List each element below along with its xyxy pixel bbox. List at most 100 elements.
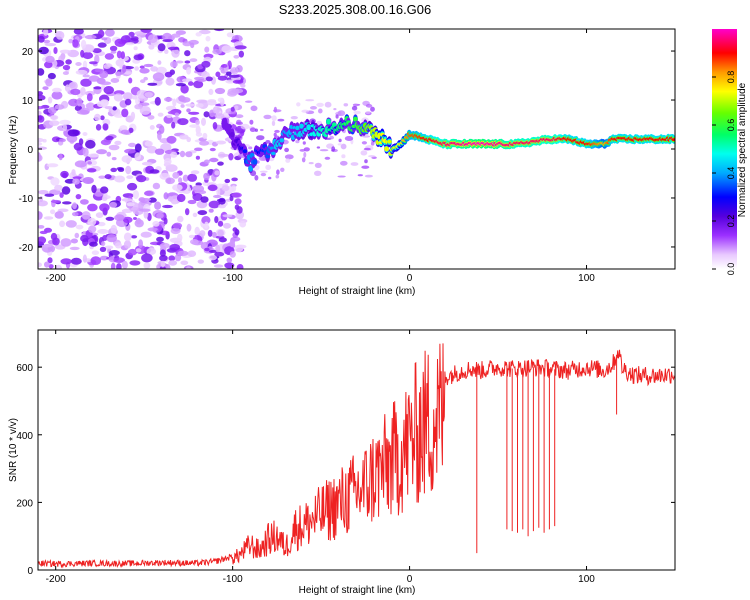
noise-blob (181, 78, 193, 83)
noise-blob (208, 200, 220, 209)
noise-blob (213, 194, 222, 199)
noise-blob (203, 172, 210, 181)
noise-blob (123, 208, 130, 213)
ridge-mark (252, 159, 258, 165)
noise-blob (154, 148, 165, 155)
noise-blob (218, 197, 226, 205)
noise-blob (104, 106, 114, 110)
noise-blob (177, 118, 189, 126)
y-tick-label: 20 (22, 47, 34, 58)
noise-blob (361, 165, 370, 169)
noise-blob (159, 254, 168, 262)
noise-blob (231, 185, 237, 192)
ridge-mark (242, 149, 248, 154)
spectrogram-canvas (38, 29, 675, 269)
spectrogram-x-label: Height of straight line (km) (299, 286, 416, 297)
noise-blob (185, 266, 191, 269)
noise-blob (82, 51, 94, 60)
ridge-mark (306, 124, 312, 131)
noise-blob (180, 104, 185, 108)
colorbar-tick-label: 0.6 (726, 119, 736, 132)
ridge-mark (299, 123, 304, 129)
noise-blob (109, 201, 118, 208)
noise-blob (72, 178, 80, 185)
noise-blob (172, 184, 183, 191)
noise-blob (226, 257, 233, 263)
noise-blob (192, 193, 203, 201)
noise-blob (47, 72, 56, 80)
noise-blob (260, 128, 264, 132)
noise-blob (231, 88, 244, 94)
noise-blob (44, 193, 55, 197)
noise-blob (260, 172, 267, 177)
noise-blob (324, 156, 331, 160)
noise-blob (101, 241, 106, 247)
noise-blob (59, 119, 71, 125)
noise-blob (226, 32, 235, 38)
noise-blob (184, 50, 191, 57)
noise-blob (234, 198, 242, 205)
noise-blob (180, 260, 189, 266)
noise-blob (103, 86, 115, 95)
noise-blob (106, 151, 112, 157)
noise-blob (157, 131, 162, 141)
noise-blob (310, 106, 317, 110)
noise-blob (212, 106, 220, 114)
noise-blob (205, 35, 211, 42)
noise-blob (203, 159, 210, 165)
noise-blob (94, 113, 101, 121)
noise-blob (93, 86, 102, 90)
noise-blob (223, 222, 231, 229)
noise-blob (217, 220, 224, 227)
noise-blob (116, 263, 122, 269)
noise-blob (65, 220, 77, 228)
noise-blob (218, 153, 230, 157)
colorbar-label: Normalized spectral amplitude (737, 82, 748, 217)
noise-blob (139, 105, 151, 115)
noise-blob (171, 121, 176, 129)
noise-blob (144, 92, 153, 98)
noise-blob (68, 98, 80, 107)
noise-blob (122, 64, 127, 74)
noise-blob (127, 182, 138, 191)
noise-blob (263, 114, 272, 120)
noise-blob (314, 170, 322, 176)
noise-blob (280, 167, 285, 172)
noise-blob (45, 55, 55, 64)
noise-blob (45, 43, 56, 47)
noise-blob (167, 110, 178, 115)
noise-blob (329, 135, 335, 140)
noise-blob (156, 236, 164, 242)
spectrogram-y-label: Frequency (Hz) (8, 116, 19, 185)
noise-blob (164, 97, 173, 102)
noise-blob (43, 29, 49, 36)
noise-blob (123, 232, 132, 242)
noise-blob (249, 119, 254, 125)
noise-blob (230, 106, 235, 113)
noise-blob (88, 75, 100, 82)
noise-blob (190, 170, 200, 175)
noise-blob (90, 256, 102, 265)
noise-blob (208, 88, 214, 95)
noise-blob (135, 217, 142, 225)
noise-blob (360, 150, 368, 156)
noise-blob (147, 82, 158, 86)
noise-blob (271, 120, 276, 127)
noise-blob (131, 95, 138, 100)
noise-blob (38, 152, 42, 162)
noise-blob (88, 225, 97, 233)
ridge-mark (270, 151, 276, 156)
noise-blob (113, 113, 124, 118)
noise-blob (152, 72, 165, 82)
noise-blob (76, 97, 83, 107)
noise-blob (167, 46, 180, 51)
noise-blob (214, 113, 225, 119)
noise-blob (97, 229, 109, 234)
noise-blob (171, 49, 180, 58)
y-tick-label: 600 (16, 363, 33, 374)
noise-blob (195, 32, 202, 37)
noise-blob (232, 227, 238, 232)
noise-blob (302, 141, 306, 145)
noise-blob (147, 34, 158, 44)
noise-blob (316, 102, 324, 107)
